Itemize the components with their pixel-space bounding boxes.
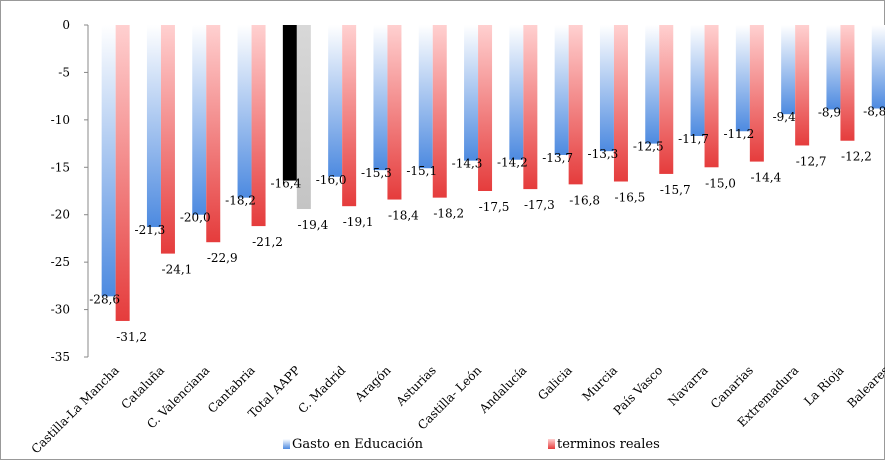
bars bbox=[101, 25, 885, 321]
data-label-gasto-educacion: -11,2 bbox=[723, 127, 754, 141]
y-tick-label: -10 bbox=[51, 113, 70, 127]
data-label-terminos-reales: -21,2 bbox=[252, 235, 283, 249]
data-label-gasto-educacion: -16,0 bbox=[316, 173, 347, 187]
bar-terminos-reales bbox=[840, 25, 855, 141]
data-label-gasto-educacion: -11,7 bbox=[678, 132, 709, 146]
data-label-terminos-reales: -19,4 bbox=[297, 218, 328, 232]
data-label-terminos-reales: -12,7 bbox=[796, 154, 827, 168]
bar-gasto-educacion bbox=[237, 25, 252, 198]
bar-terminos-reales bbox=[568, 25, 583, 185]
bar-terminos-reales bbox=[704, 25, 719, 168]
bar-terminos-reales bbox=[206, 25, 221, 243]
data-label-gasto-educacion: -13,3 bbox=[588, 147, 619, 161]
bar-gasto-educacion bbox=[554, 25, 569, 155]
data-label-gasto-educacion: -15,1 bbox=[406, 164, 437, 178]
legend-label-terminos-reales: terminos reales bbox=[557, 437, 660, 452]
bar-gasto-educacion bbox=[328, 25, 343, 177]
data-label-gasto-educacion: -18,2 bbox=[225, 194, 256, 208]
bar-terminos-reales bbox=[432, 25, 447, 198]
bar-terminos-reales bbox=[478, 25, 493, 191]
data-labels: -28,6 -31,2 -21,3 -24,1 -20,0 -22,9 -18,2 -21,2… bbox=[89, 104, 885, 343]
bar-gasto-educacion bbox=[871, 25, 885, 109]
y-tick-label: -5 bbox=[58, 65, 70, 79]
data-label-terminos-reales: -14,4 bbox=[750, 171, 781, 185]
legend-swatch-gasto-educacion bbox=[283, 439, 290, 449]
bar-gasto-educacion bbox=[735, 25, 750, 132]
bar-terminos-reales bbox=[342, 25, 357, 207]
data-label-terminos-reales: -31,2 bbox=[116, 330, 147, 344]
bar-gasto-educacion bbox=[464, 25, 479, 161]
data-label-terminos-reales: -15,0 bbox=[705, 176, 736, 190]
bar-terminos-reales bbox=[115, 25, 130, 321]
bar-gasto-educacion bbox=[101, 25, 116, 297]
data-label-terminos-reales: -17,3 bbox=[524, 198, 555, 212]
bar-terminos-reales bbox=[795, 25, 810, 146]
y-tick-label: -35 bbox=[51, 350, 70, 364]
data-label-terminos-reales: -16,8 bbox=[569, 193, 600, 207]
data-label-gasto-educacion: -28,6 bbox=[89, 292, 120, 306]
bar-gasto-educacion bbox=[373, 25, 388, 171]
bar-gasto-educacion bbox=[192, 25, 207, 215]
data-label-gasto-educacion: -13,7 bbox=[542, 151, 573, 165]
data-label-terminos-reales: -19,1 bbox=[343, 215, 374, 229]
data-label-gasto-educacion: -8,8 bbox=[863, 104, 885, 118]
data-label-terminos-reales: -16,5 bbox=[615, 191, 646, 205]
data-label-terminos-reales: -18,2 bbox=[433, 207, 464, 221]
legend: Gasto en Educación terminos reales bbox=[283, 437, 660, 452]
bar-gasto-educacion bbox=[781, 25, 796, 115]
bar-gasto-educacion bbox=[645, 25, 660, 144]
data-label-terminos-reales: -17,5 bbox=[479, 200, 510, 214]
data-label-gasto-educacion: -8,9 bbox=[818, 105, 841, 119]
legend-label-gasto-educacion: Gasto en Educación bbox=[292, 437, 424, 452]
data-label-gasto-educacion: -16,4 bbox=[270, 177, 301, 191]
bar-terminos-reales bbox=[659, 25, 674, 174]
bar-gasto-educacion bbox=[282, 25, 297, 181]
data-label-gasto-educacion: -14,3 bbox=[452, 157, 483, 171]
bar-terminos-reales bbox=[749, 25, 764, 162]
bar-terminos-reales bbox=[523, 25, 538, 190]
bar-terminos-reales bbox=[387, 25, 402, 200]
bar-terminos-reales bbox=[251, 25, 266, 227]
data-label-terminos-reales: -24,1 bbox=[162, 263, 193, 277]
bar-gasto-educacion bbox=[418, 25, 433, 169]
data-label-gasto-educacion: -14,2 bbox=[497, 156, 528, 170]
legend-swatch-terminos-reales bbox=[548, 439, 555, 449]
bar-gasto-educacion bbox=[690, 25, 705, 136]
data-label-terminos-reales: -15,7 bbox=[660, 183, 691, 197]
y-tick-label: -30 bbox=[51, 303, 70, 317]
data-label-terminos-reales: -18,4 bbox=[388, 209, 419, 223]
bar-gasto-educacion bbox=[509, 25, 524, 160]
data-label-gasto-educacion: -21,3 bbox=[135, 223, 166, 237]
y-axis: 0 -5 -10 -15 -20 -25 -30 -35 bbox=[51, 18, 89, 364]
y-tick-label: -25 bbox=[51, 255, 70, 269]
bar-gasto-educacion bbox=[146, 25, 161, 228]
bar-gasto-educacion bbox=[826, 25, 841, 110]
bar-terminos-reales bbox=[613, 25, 628, 182]
data-label-gasto-educacion: -15,3 bbox=[361, 166, 392, 180]
bar-gasto-educacion bbox=[599, 25, 614, 152]
data-label-terminos-reales: -12,2 bbox=[841, 150, 872, 164]
y-tick-label: -20 bbox=[51, 208, 70, 222]
y-tick-label: 0 bbox=[62, 18, 70, 32]
data-label-gasto-educacion: -12,5 bbox=[633, 140, 664, 154]
bar-terminos-reales bbox=[296, 25, 311, 210]
data-label-gasto-educacion: -9,4 bbox=[773, 110, 797, 124]
data-label-gasto-educacion: -20,0 bbox=[180, 211, 211, 225]
y-tick-label: -15 bbox=[51, 160, 70, 174]
data-label-terminos-reales: -22,9 bbox=[207, 251, 238, 265]
bar-terminos-reales bbox=[160, 25, 175, 254]
